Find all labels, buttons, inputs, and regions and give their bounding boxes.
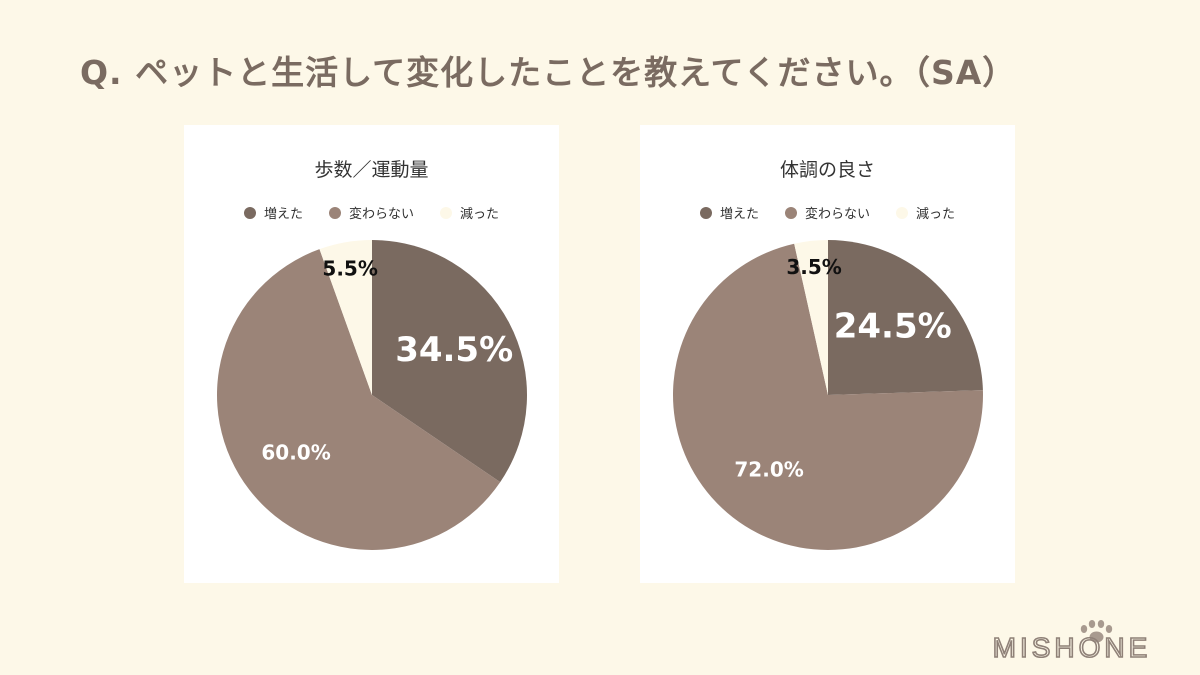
- legend-item-unchanged: 変わらない: [784, 203, 870, 222]
- paw-icon: [1080, 620, 1113, 643]
- legend-item-decreased: 減った: [896, 203, 955, 222]
- slice-decreased: [319, 240, 372, 395]
- legend-swatch-unchanged: [784, 206, 797, 219]
- legend-label: 増えた: [719, 207, 759, 222]
- legend-swatch-unchanged: [328, 206, 341, 219]
- slice-increased: [372, 240, 527, 483]
- slice-unchanged: [673, 243, 983, 550]
- legend-label: 減った: [916, 207, 956, 222]
- slice-unchanged: [216, 249, 501, 550]
- data-label-increased: 34.5%: [395, 330, 513, 370]
- logo-text: MISHONE: [993, 632, 1152, 661]
- legend-label: 変わらない: [348, 207, 414, 222]
- data-label-unchanged: 72.0%: [734, 457, 803, 481]
- mishone-logo: MISHONE: [992, 620, 1152, 661]
- legend-swatch-increased: [243, 206, 256, 219]
- pie-chart-steps: 34.5% 60.0% 5.5%: [216, 240, 527, 550]
- legend-swatch-decreased: [440, 206, 452, 219]
- legend-label: 増えた: [263, 207, 303, 222]
- pie-chart-condition: 24.5% 72.0% 3.5%: [673, 240, 983, 550]
- chart-title: 歩数／運動量: [314, 159, 429, 181]
- question-title: Q. ペットと生活して変化したことを教えてください。（SA）: [80, 53, 1017, 92]
- slice-decreased: [794, 240, 828, 395]
- chart-legend: 増えた 変わらない 減った: [640, 203, 1015, 222]
- legend-item-decreased: 減った: [440, 203, 499, 222]
- slice-increased: [828, 240, 983, 395]
- data-label-decreased: 5.5%: [322, 256, 377, 280]
- chart-legend: 増えた 変わらない 減った: [184, 203, 559, 222]
- legend-swatch-decreased: [896, 206, 908, 219]
- legend-item-increased: 増えた: [699, 203, 759, 222]
- chart-card-steps: 歩数／運動量 増えた 変わらない 減った 34.5% 60.0% 5.5%: [184, 125, 559, 583]
- data-label-decreased: 3.5%: [786, 255, 841, 279]
- data-label-increased: 24.5%: [834, 307, 952, 347]
- data-label-unchanged: 60.0%: [261, 440, 330, 464]
- legend-item-unchanged: 変わらない: [328, 203, 414, 222]
- chart-title: 体調の良さ: [779, 159, 875, 181]
- legend-label: 変わらない: [804, 207, 870, 222]
- legend-item-increased: 増えた: [243, 203, 303, 222]
- legend-label: 減った: [460, 207, 500, 222]
- chart-card-condition: 体調の良さ 増えた 変わらない 減った 24.5% 72.0% 3.5%: [640, 125, 1015, 583]
- legend-swatch-increased: [699, 206, 712, 219]
